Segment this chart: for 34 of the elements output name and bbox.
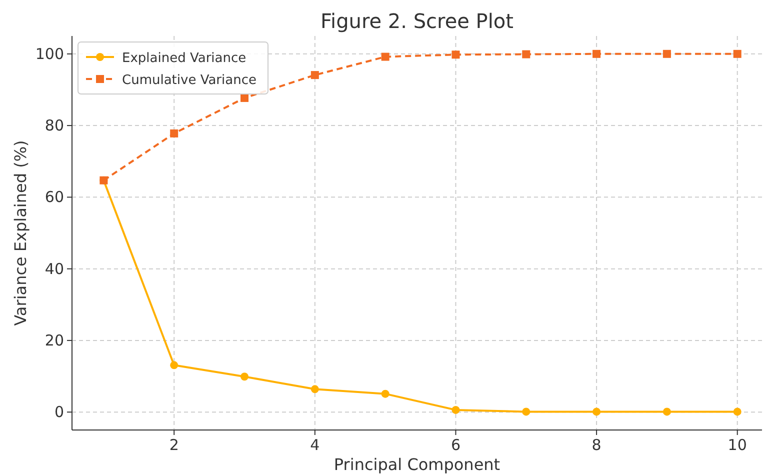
x-tick-label: 4 [310,436,320,454]
point [170,361,178,370]
y-tick-label: 100 [35,44,64,63]
legend-label: Explained Variance [122,51,246,66]
point [522,408,530,416]
point [240,94,248,102]
y-tick-label: 60 [44,188,64,206]
x-tick-label: 2 [169,436,179,454]
point [240,372,248,381]
point [592,408,601,416]
point [381,390,390,398]
x-tick-label: 6 [450,436,460,454]
point [381,52,390,61]
point [522,50,530,58]
point [592,50,601,58]
chart-title: Figure 2. Scree Plot [320,9,514,33]
x-axis-title: Principal Component [334,455,500,474]
point [310,385,319,394]
x-tick-label: 8 [592,436,602,454]
point [733,50,742,58]
y-tick-label: 80 [44,116,64,135]
point [310,71,319,80]
y-tick-label: 0 [54,403,64,422]
point [452,50,460,59]
point [170,129,178,138]
point [452,406,460,414]
y-axis-title: Variance Explained (%) [11,140,30,326]
x-tick-label: 10 [728,436,747,454]
y-tick-label: 40 [44,260,64,278]
y-tick-label: 20 [44,331,64,350]
point [662,408,671,416]
point [662,50,671,58]
legend-label: Cumulative Variance [122,73,256,88]
point [733,408,742,416]
